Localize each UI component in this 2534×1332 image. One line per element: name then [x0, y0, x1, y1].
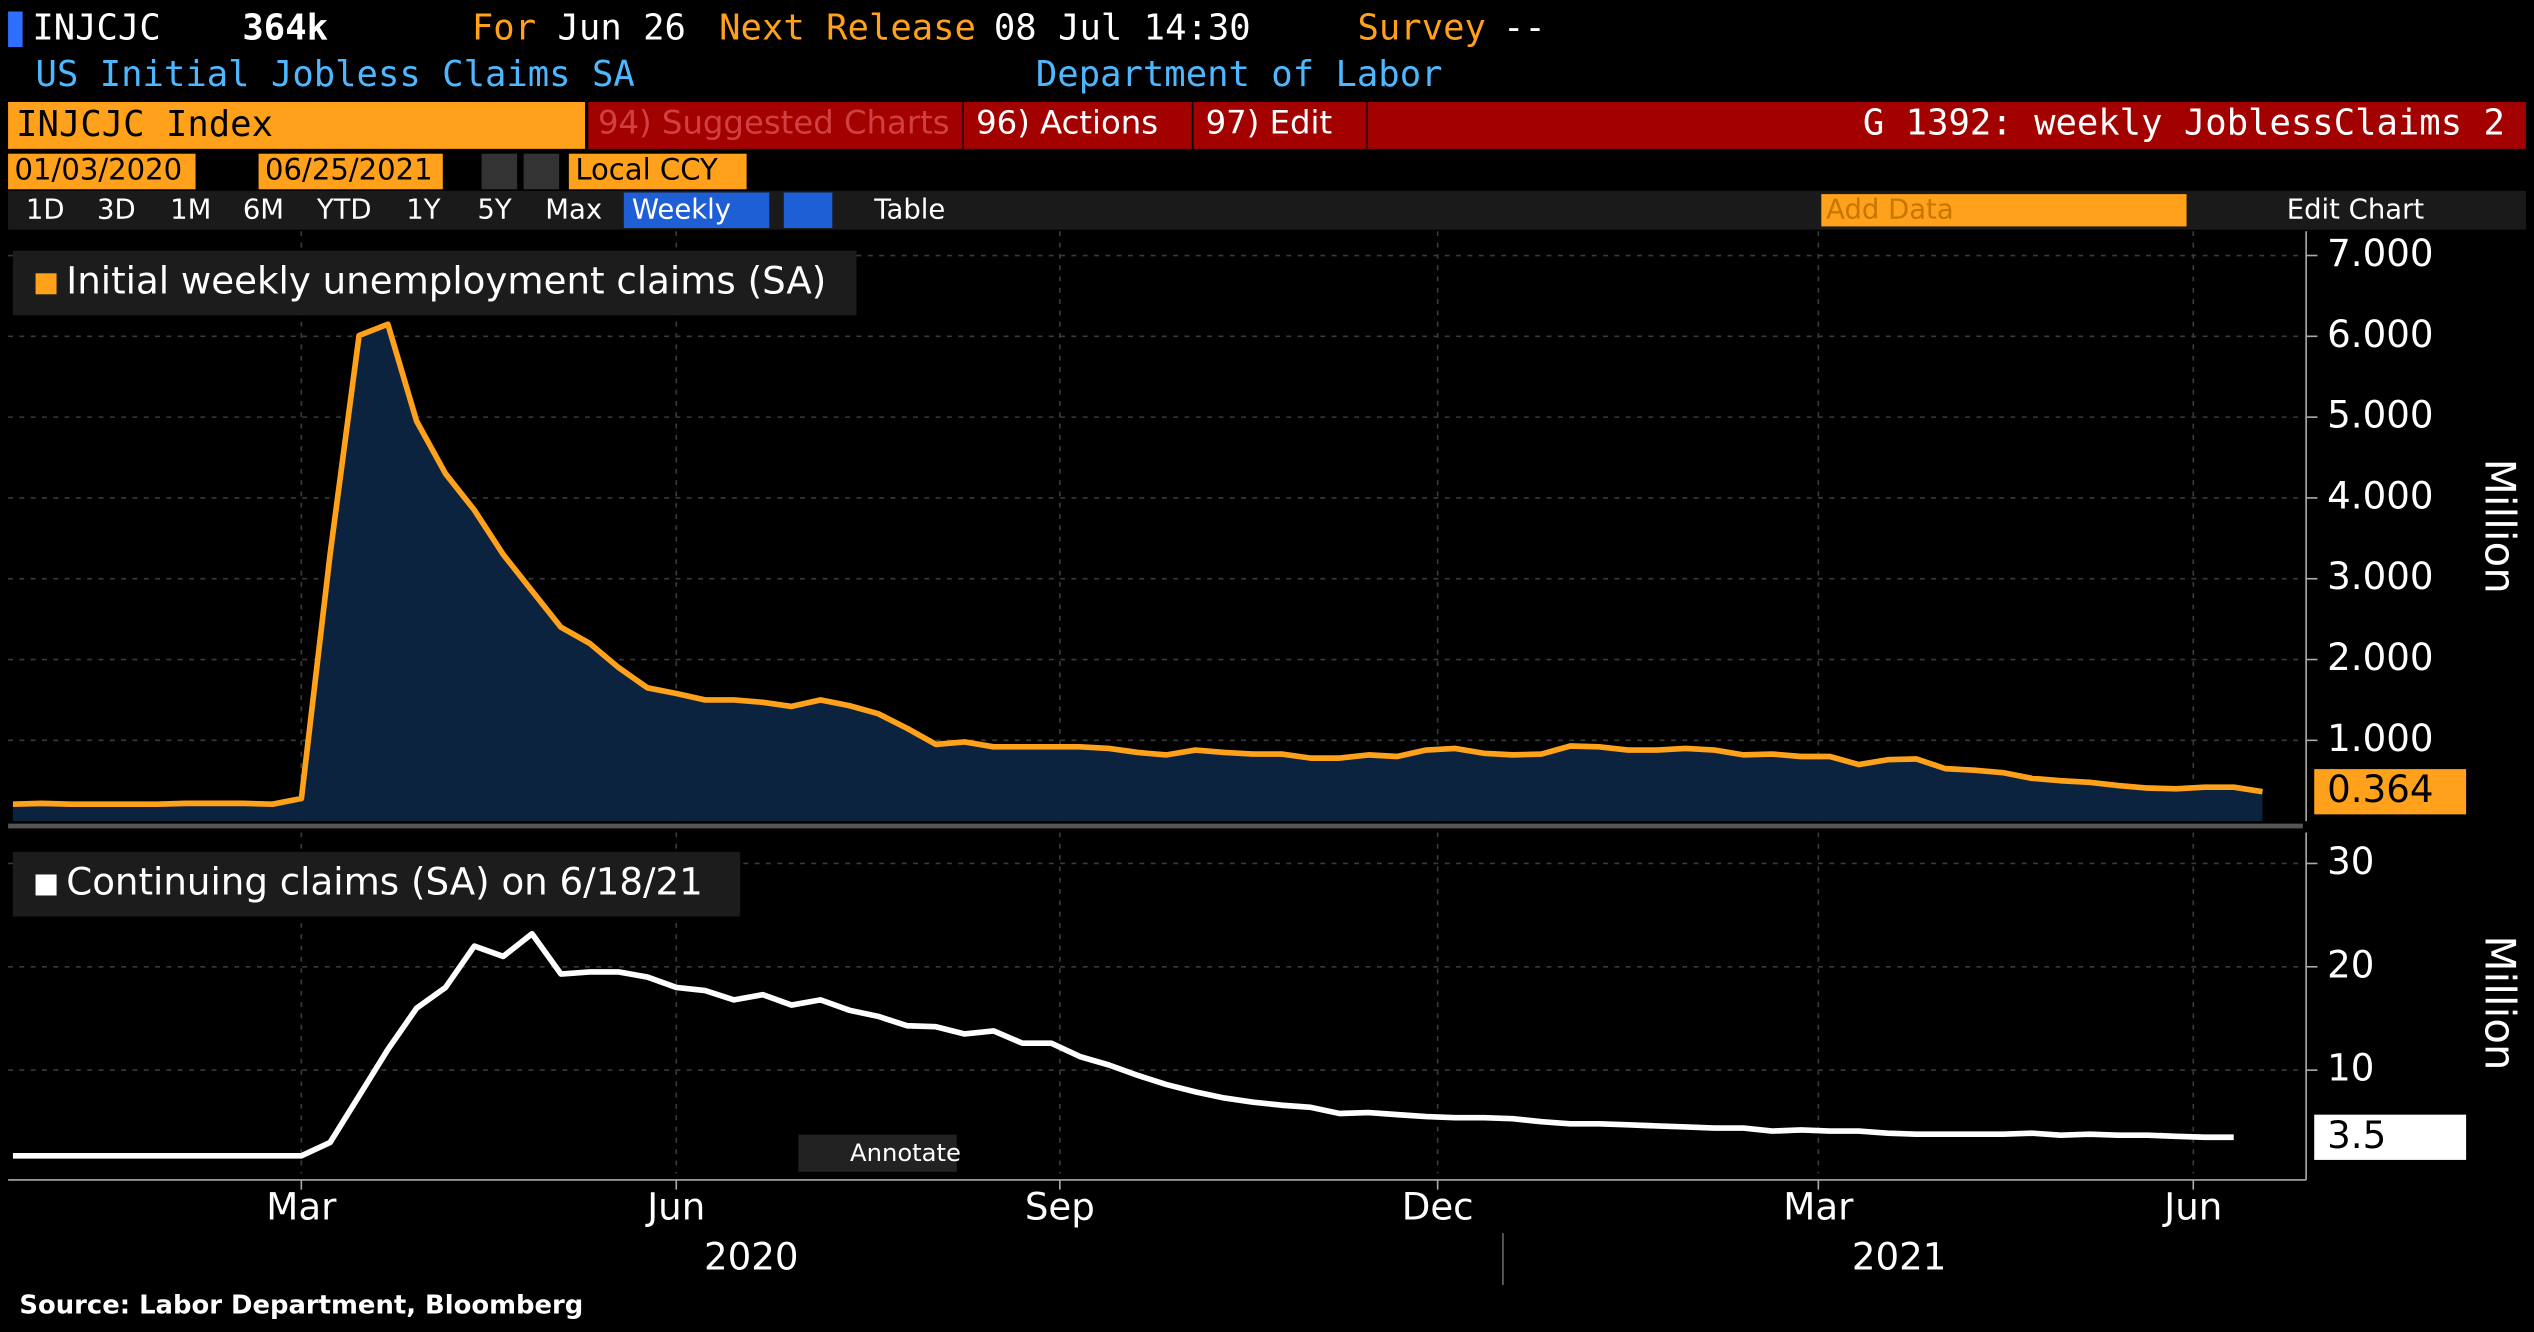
- line: [12, 321, 2263, 808]
- y-axis-label: Million: [2475, 459, 2524, 594]
- for-label: For: [472, 7, 536, 48]
- area: [12, 324, 2263, 822]
- menu-suggested[interactable]: 94) Suggested Charts: [598, 104, 950, 142]
- x-year-label: 2021: [1852, 1236, 1947, 1279]
- ticker: INJCJC: [32, 7, 160, 48]
- legend-swatch: [35, 273, 57, 295]
- y-tick-label: 7.000: [2327, 232, 2433, 275]
- menu-bar: [588, 101, 2526, 149]
- line: [12, 930, 2234, 1159]
- y-tick-label: 30: [2327, 840, 2374, 883]
- legend-label: Continuing claims (SA) on 6/18/21: [66, 861, 703, 904]
- security: INJCJC Index: [16, 104, 273, 145]
- period-tab[interactable]: Max: [545, 194, 602, 225]
- end-date: 06/25/2021: [265, 152, 433, 186]
- period-tab[interactable]: 1D: [26, 194, 65, 225]
- last-value: 364k: [242, 7, 328, 48]
- y-tick-label: 1.000: [2327, 717, 2433, 760]
- next-date: 08 Jul 14:30: [994, 7, 1251, 48]
- currency-box[interactable]: [568, 153, 747, 190]
- period-tab[interactable]: 1M: [170, 194, 211, 225]
- x-year-label: 2020: [704, 1236, 799, 1279]
- chart-type-button[interactable]: [783, 192, 833, 229]
- menu-actions[interactable]: 96) Actions: [976, 104, 1158, 142]
- last-value-label: 3.5: [2327, 1114, 2386, 1157]
- y-tick-label: 3.000: [2327, 555, 2433, 598]
- annotate-button[interactable]: [798, 1134, 957, 1172]
- period-tab[interactable]: 3D: [97, 194, 136, 225]
- menu-edit[interactable]: 97) Edit: [1206, 104, 1333, 142]
- y-tick-label: 4.000: [2327, 474, 2433, 517]
- marker: [8, 11, 23, 48]
- table-tab[interactable]: Table: [873, 194, 945, 225]
- period-tab[interactable]: 5Y: [477, 194, 511, 225]
- start-date-box[interactable]: [8, 153, 196, 190]
- for-date: Jun 26: [558, 7, 686, 48]
- y-tick-label: 20: [2327, 943, 2374, 986]
- annotate: Annotate: [850, 1138, 961, 1167]
- legend-label: Initial weekly unemployment claims (SA): [66, 259, 826, 302]
- source: Source: Labor Department, Bloomberg: [19, 1290, 583, 1320]
- y-axis-label: Million: [2475, 935, 2524, 1070]
- frequency-box[interactable]: [623, 192, 770, 229]
- next-button[interactable]: [523, 153, 560, 190]
- y-tick-label: 5.000: [2327, 394, 2433, 437]
- period-tab[interactable]: 1Y: [406, 194, 440, 225]
- add-data: Add Data: [1826, 194, 1954, 225]
- edit-chart[interactable]: Edit Chart: [2287, 194, 2425, 225]
- x-tick-label: Mar: [266, 1186, 337, 1229]
- x-tick-label: Mar: [1783, 1186, 1854, 1229]
- currency: Local CCY: [575, 152, 718, 186]
- security-name: US Initial Jobless Claims SA: [36, 54, 635, 95]
- last-value-tag: [2314, 1114, 2467, 1160]
- frequency: Weekly: [632, 194, 731, 225]
- period-tab[interactable]: 6M: [243, 194, 284, 225]
- last-value-tag: [2314, 769, 2467, 815]
- start-date: 01/03/2020: [15, 152, 183, 186]
- source-org: Department of Labor: [1036, 54, 1443, 95]
- period-tab[interactable]: YTD: [316, 194, 372, 225]
- x-tick-label: Jun: [2162, 1186, 2222, 1229]
- prev-button[interactable]: [481, 153, 518, 190]
- security-box[interactable]: [8, 101, 586, 149]
- end-date-box[interactable]: [258, 153, 443, 190]
- add-data-box[interactable]: [1821, 194, 2187, 227]
- chart-id: G 1392: weekly JoblessClaims 2: [1863, 103, 2505, 144]
- x-tick-label: Sep: [1025, 1186, 1095, 1229]
- x-tick-label: Jun: [645, 1186, 705, 1229]
- y-tick-label: 2.000: [2327, 636, 2433, 679]
- legend-box: [12, 851, 741, 917]
- survey-value: --: [1503, 7, 1546, 48]
- survey-label: Survey: [1358, 7, 1486, 48]
- y-tick-label: 10: [2327, 1047, 2374, 1090]
- x-tick-label: Dec: [1402, 1186, 1474, 1229]
- y-tick-label: 6.000: [2327, 313, 2433, 356]
- next-label: Next Release: [719, 7, 976, 48]
- legend-swatch: [35, 874, 57, 896]
- last-value-label: 0.364: [2327, 768, 2433, 811]
- legend-box: [12, 250, 857, 316]
